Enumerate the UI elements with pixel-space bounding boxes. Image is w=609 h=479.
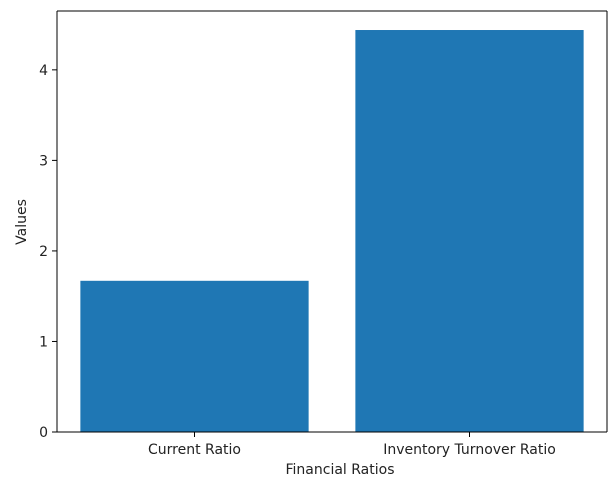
bars-group: [80, 30, 584, 432]
bar-current-ratio: [80, 280, 309, 432]
y-tick-label: 1: [39, 334, 48, 350]
y-tick-label: 3: [39, 153, 48, 169]
y-axis-label: Values: [14, 199, 30, 245]
y-tick-label: 0: [39, 425, 48, 441]
x-tick-label: Current Ratio: [148, 442, 241, 458]
y-tick-label: 2: [39, 244, 48, 260]
bar-inventory-turnover-ratio: [355, 30, 584, 432]
x-axis-label: Financial Ratios: [286, 462, 395, 478]
x-tick-label: Inventory Turnover Ratio: [383, 442, 556, 458]
x-axis-ticks: Current Ratio Inventory Turnover Ratio: [148, 432, 556, 458]
y-tick-label: 4: [39, 63, 48, 79]
y-axis-ticks: 0 1 2 3 4: [39, 63, 57, 441]
